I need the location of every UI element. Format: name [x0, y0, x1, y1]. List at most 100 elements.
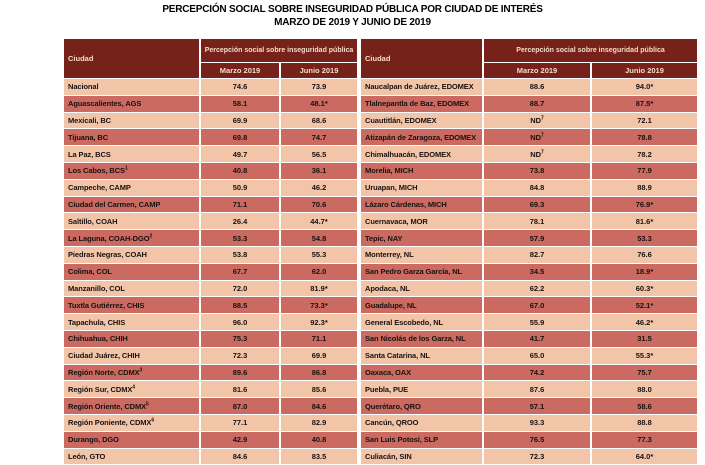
table-row: Ciudad Juárez, CHIH 72.3 69.9	[62, 346, 359, 365]
city-cell: Campeche, CAMP	[62, 178, 201, 197]
city-cell: Apodaca, NL	[359, 279, 484, 298]
junio-value-cell: 64.0*	[590, 447, 699, 465]
marzo-value-cell: 40.8	[199, 161, 281, 180]
junio-value-cell: 81.6*	[590, 212, 699, 231]
right-header-marzo: Marzo 2019	[482, 62, 592, 79]
city-cell: La Paz, BCS	[62, 145, 201, 163]
marzo-value-cell: 72.3	[482, 447, 592, 465]
table-row: León, GTO 84.6 83.5	[62, 447, 359, 465]
city-cell: León, GTO	[62, 447, 201, 465]
table-row: San Nicolás de los Garza, NL 41.7 31.5	[359, 329, 699, 348]
table-row: Culiacán, SIN 72.3 64.0*	[359, 447, 699, 465]
junio-value-cell: 53.3	[590, 229, 699, 247]
junio-value-cell: 60.3*	[590, 279, 699, 298]
city-cell: Tijuana, BC	[62, 128, 201, 147]
city-cell: Durango, DGO	[62, 430, 201, 449]
left-header-ciudad: Ciudad	[62, 38, 201, 79]
table-row: Aguascalientes, AGS 58.1 48.1*	[62, 94, 359, 113]
table-row: Ciudad del Carmen, CAMP 71.1 70.6	[62, 195, 359, 214]
table-row: Campeche, CAMP 50.9 46.2	[62, 178, 359, 197]
left-header-junio: Junio 2019	[279, 62, 359, 79]
junio-value-cell: 54.8	[279, 229, 359, 247]
table-row: Los Cabos, BCS1 40.8 36.1	[62, 161, 359, 180]
city-cell: Manzanillo, COL	[62, 279, 201, 298]
table-row: Apodaca, NL 62.2 60.3*	[359, 279, 699, 298]
city-cell: Piedras Negras, COAH	[62, 245, 201, 264]
junio-value-cell: 81.9*	[279, 279, 359, 298]
marzo-value-cell: 82.7	[482, 245, 592, 264]
marzo-value-cell: 41.7	[482, 329, 592, 348]
city-cell: Atizapán de Zaragoza, EDOMEX	[359, 128, 484, 147]
table-row: Monterrey, NL 82.7 76.6	[359, 245, 699, 264]
city-cell: Región Sur, CDMX4	[62, 380, 201, 399]
city-cell: Los Cabos, BCS1	[62, 161, 201, 180]
table-row: Cuautitlán, EDOMEX ND7 72.1	[359, 111, 699, 130]
marzo-value-cell: 58.1	[199, 94, 281, 113]
city-cell: Colima, COL	[62, 262, 201, 281]
city-cell: Chimalhuacán, EDOMEX	[359, 145, 484, 163]
junio-value-cell: 40.8	[279, 430, 359, 449]
city-cell: Tlalnepantla de Baz, EDOMEX	[359, 94, 484, 113]
junio-value-cell: 92.3*	[279, 313, 359, 331]
city-cell: San Nicolás de los Garza, NL	[359, 329, 484, 348]
junio-value-cell: 84.6	[279, 397, 359, 415]
junio-value-cell: 56.5	[279, 145, 359, 163]
right-header-junio: Junio 2019	[590, 62, 699, 79]
city-cell: Ciudad del Carmen, CAMP	[62, 195, 201, 214]
marzo-value-cell: 26.4	[199, 212, 281, 231]
table-row: San Luis Potosí, SLP 76.5 77.3	[359, 430, 699, 449]
city-cell: Cancún, QROO	[359, 413, 484, 432]
page-title: PERCEPCIÓN SOCIAL SOBRE INSEGURIDAD PÚBL…	[0, 3, 705, 29]
junio-value-cell: 69.9	[279, 346, 359, 365]
marzo-value-cell: 84.8	[482, 178, 592, 197]
city-cell: Querétaro, QRO	[359, 397, 484, 415]
table-row: Tapachula, CHIS 96.0 92.3*	[62, 313, 359, 331]
junio-value-cell: 88.0	[590, 380, 699, 399]
city-cell: Mexicali, BC	[62, 111, 201, 130]
marzo-value-cell: 72.3	[199, 346, 281, 365]
table-row: Tepic, NAY 57.9 53.3	[359, 229, 699, 247]
marzo-value-cell: ND7	[482, 145, 592, 163]
table-row: Chihuahua, CHIH 75.3 71.1	[62, 329, 359, 348]
marzo-value-cell: 67.0	[482, 296, 592, 315]
city-cell: Cuernavaca, MOR	[359, 212, 484, 231]
junio-value-cell: 55.3*	[590, 346, 699, 365]
marzo-value-cell: 69.3	[482, 195, 592, 214]
junio-value-cell: 70.6	[279, 195, 359, 214]
marzo-value-cell: 55.9	[482, 313, 592, 331]
marzo-value-cell: 74.2	[482, 363, 592, 382]
table-row: Santa Catarina, NL 65.0 55.3*	[359, 346, 699, 365]
table-row: Región Poniente, CDMX6 77.1 82.9	[62, 413, 359, 432]
marzo-value-cell: 71.1	[199, 195, 281, 214]
marzo-value-cell: 57.1	[482, 397, 592, 415]
marzo-value-cell: 34.5	[482, 262, 592, 281]
marzo-value-cell: 69.9	[199, 111, 281, 130]
city-cell: San Luis Potosí, SLP	[359, 430, 484, 449]
left-table: Ciudad Percepción social sobre insegurid…	[62, 38, 359, 465]
junio-value-cell: 31.5	[590, 329, 699, 348]
marzo-value-cell: ND7	[482, 111, 592, 130]
left-header-marzo: Marzo 2019	[199, 62, 281, 79]
title-line-2: MARZO DE 2019 Y JUNIO DE 2019	[274, 17, 431, 28]
city-cell: Tepic, NAY	[359, 229, 484, 247]
junio-value-cell: 77.3	[590, 430, 699, 449]
city-cell: Oaxaca, OAX	[359, 363, 484, 382]
junio-value-cell: 48.1*	[279, 94, 359, 113]
city-cell: Región Poniente, CDMX6	[62, 413, 201, 432]
marzo-value-cell: 75.3	[199, 329, 281, 348]
city-cell: Uruapan, MICH	[359, 178, 484, 197]
marzo-value-cell: 50.9	[199, 178, 281, 197]
city-cell: Santa Catarina, NL	[359, 346, 484, 365]
table-row: Uruapan, MICH 84.8 88.9	[359, 178, 699, 197]
table-row: Puebla, PUE 87.6 88.0	[359, 380, 699, 399]
city-cell: Puebla, PUE	[359, 380, 484, 399]
city-cell: Tuxtla Gutiérrez, CHIS	[62, 296, 201, 315]
perception-tables: Ciudad Percepción social sobre insegurid…	[62, 38, 699, 465]
marzo-value-cell: 96.0	[199, 313, 281, 331]
junio-value-cell: 55.3	[279, 245, 359, 264]
junio-value-cell: 78.2	[590, 145, 699, 163]
city-cell: Culiacán, SIN	[359, 447, 484, 465]
junio-value-cell: 71.1	[279, 329, 359, 348]
city-cell: General Escobedo, NL	[359, 313, 484, 331]
city-cell: Aguascalientes, AGS	[62, 94, 201, 113]
